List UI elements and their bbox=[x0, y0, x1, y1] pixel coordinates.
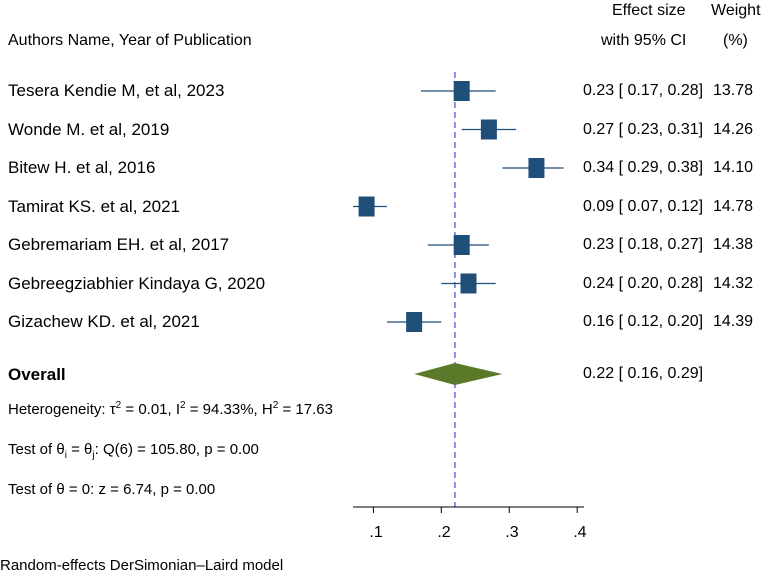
study-weight: 14.78 bbox=[713, 197, 754, 215]
study-marker bbox=[453, 235, 470, 255]
study-label: Wonde M. et al, 2019 bbox=[8, 119, 170, 139]
study-ci-text: 0.34 [ 0.29, 0.38] bbox=[583, 159, 704, 176]
heterogeneity-stats: Heterogeneity: τ2 = 0.01, I2 = 94.33%, H… bbox=[8, 400, 333, 418]
header-weight-line2: (%) bbox=[723, 32, 748, 49]
header-effect-size-line2: with 95% CI bbox=[601, 32, 687, 49]
study-weight: 14.26 bbox=[713, 120, 754, 138]
x-tick-label: .4 bbox=[573, 524, 586, 541]
study-ci-text: 0.23 [ 0.18, 0.27] bbox=[583, 236, 704, 253]
study-label: Tamirat KS. et al, 2021 bbox=[8, 196, 180, 216]
study-ci-text: 0.16 [ 0.12, 0.20] bbox=[583, 313, 704, 330]
z-test-stats: Test of θ = 0: z = 6.74, p = 0.00 bbox=[8, 481, 216, 498]
header-weight-line1: Weight bbox=[711, 2, 761, 19]
study-ci-text: 0.23 [ 0.17, 0.28] bbox=[583, 82, 704, 99]
study-label: Gizachew KD. et al, 2021 bbox=[8, 312, 200, 331]
study-label: Bitew H. et al, 2016 bbox=[8, 158, 156, 177]
model-footnote: Random-effects DerSimonian–Laird model bbox=[0, 557, 284, 574]
x-tick-label: .2 bbox=[437, 524, 450, 541]
study-marker bbox=[453, 81, 470, 101]
overall-ci-text: 0.22 [ 0.16, 0.29] bbox=[583, 365, 704, 382]
study-weight: 14.32 bbox=[713, 274, 754, 292]
overall-diamond bbox=[414, 363, 503, 385]
q-test-stats: Test of θi = θj: Q(6) = 105.80, p = 0.00 bbox=[8, 441, 259, 461]
study-label: Gebreegziabhier Kindaya G, 2020 bbox=[8, 273, 266, 293]
x-tick-label: .3 bbox=[505, 524, 518, 541]
study-marker bbox=[528, 158, 545, 178]
study-marker bbox=[406, 312, 423, 332]
study-label: Tesera Kendie M, et al, 2023 bbox=[8, 81, 225, 100]
study-weight: 14.10 bbox=[713, 159, 754, 176]
study-marker bbox=[358, 196, 375, 217]
study-weight: 14.39 bbox=[713, 313, 754, 330]
study-weight: 14.38 bbox=[713, 236, 754, 253]
study-marker bbox=[480, 119, 497, 140]
study-ci-text: 0.09 [ 0.07, 0.12] bbox=[583, 197, 704, 215]
study-marker bbox=[460, 273, 477, 294]
overall-label: Overall bbox=[8, 365, 66, 384]
study-weight: 13.78 bbox=[713, 82, 754, 99]
header-effect-size-line1: Effect size bbox=[612, 2, 686, 19]
x-tick-label: .1 bbox=[369, 524, 382, 541]
study-ci-text: 0.24 [ 0.20, 0.28] bbox=[583, 274, 704, 292]
study-ci-text: 0.27 [ 0.23, 0.31] bbox=[583, 120, 704, 138]
study-label: Gebremariam EH. et al, 2017 bbox=[8, 235, 230, 254]
header-authors: Authors Name, Year of Publication bbox=[8, 32, 252, 49]
